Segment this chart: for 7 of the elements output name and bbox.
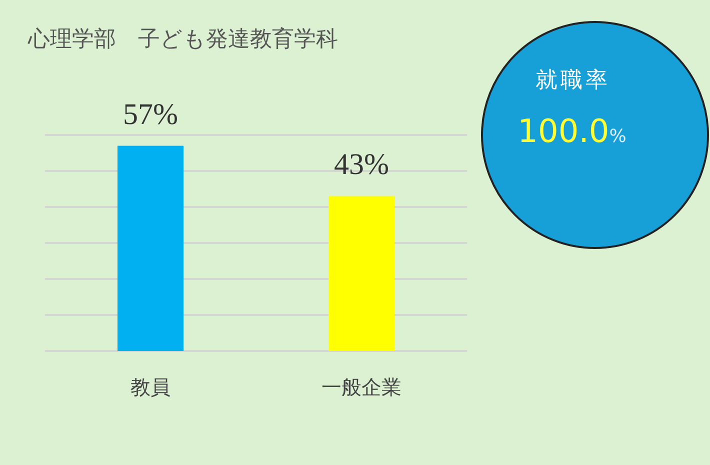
chart-title: 心理学部 子ども発達教育学科 bbox=[27, 26, 338, 52]
data-label: 43% bbox=[334, 148, 389, 182]
text: 就職率 bbox=[536, 68, 610, 93]
x-tick-label: 教員 bbox=[130, 375, 170, 399]
data-label: 57% bbox=[123, 98, 178, 131]
text: 100.0% bbox=[518, 112, 626, 150]
x-tick-label: 一般企業 bbox=[322, 375, 402, 399]
